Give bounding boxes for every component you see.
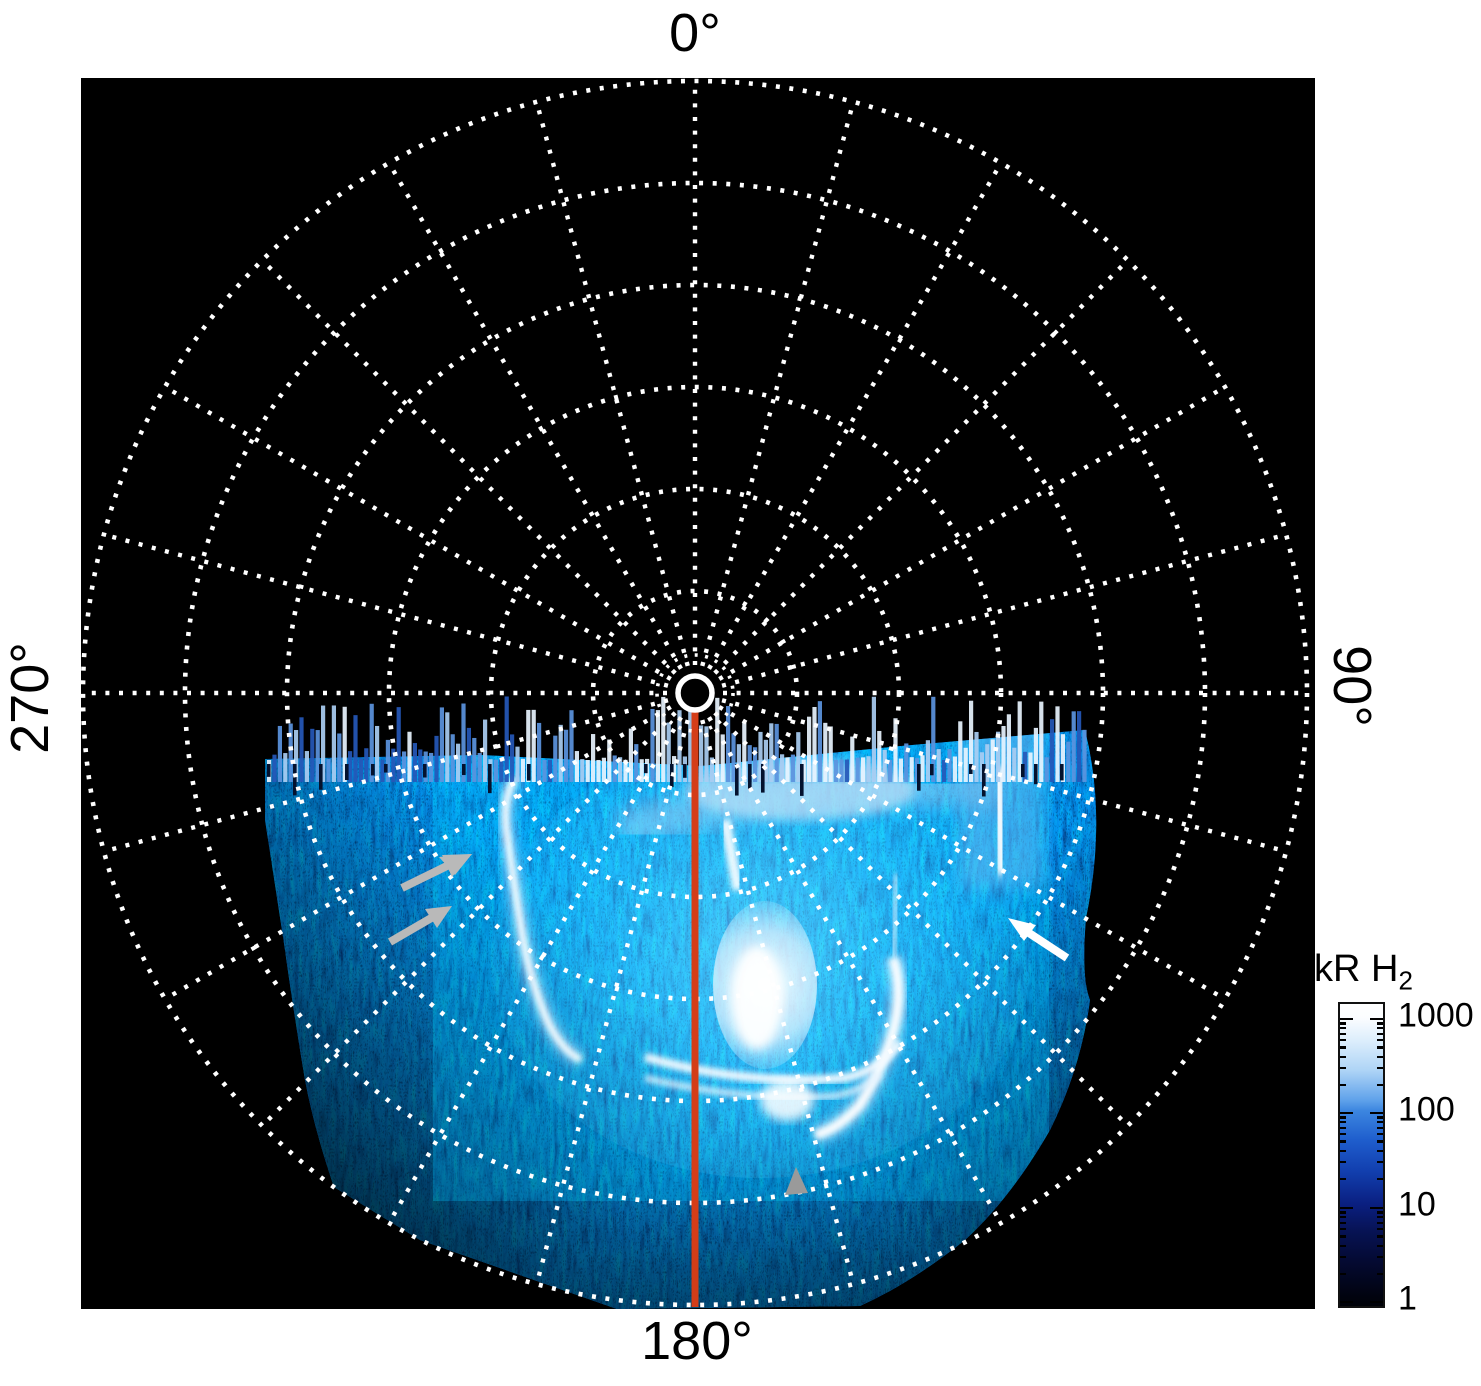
colorbar-tick-mark xyxy=(1377,1046,1383,1049)
colorbar-tick-mark xyxy=(1377,1055,1383,1058)
colorbar-tick-mark xyxy=(1340,1272,1346,1276)
colorbar-tick-10: 10 xyxy=(1398,1185,1436,1224)
colorbar-tick-mark xyxy=(1340,1046,1346,1049)
colorbar-tick-mark xyxy=(1340,1083,1346,1087)
colorbar-tick-mark xyxy=(1377,1244,1383,1247)
pole-marker xyxy=(655,653,735,733)
colorbar-tick-mark xyxy=(1340,1161,1346,1164)
colorbar-tick-mark xyxy=(1377,1083,1383,1087)
colorbar-tick-mark xyxy=(1340,1121,1346,1124)
colorbar-tick-mark xyxy=(1377,1221,1383,1224)
colorbar-tick-mark xyxy=(1340,1149,1346,1152)
colorbar-tick-mark xyxy=(1377,1032,1383,1035)
colorbar-tick-mark xyxy=(1377,1256,1383,1259)
colorbar-tick-mark xyxy=(1340,1018,1353,1021)
colorbar-tick-mark xyxy=(1340,1235,1346,1238)
colorbar-tick-1000: 1000 xyxy=(1398,996,1474,1035)
gray-arrow-upper xyxy=(400,854,472,892)
colorbar-tick-mark xyxy=(1377,1227,1383,1231)
colorbar-title: kR H2 xyxy=(1314,948,1413,997)
aurora-emission xyxy=(265,696,1097,1309)
colorbar-tick-mark xyxy=(1340,1055,1346,1058)
colorbar-tick-mark xyxy=(1377,1216,1383,1219)
colorbar-tick-mark xyxy=(1377,1149,1383,1152)
colorbar-tick-mark xyxy=(1340,1227,1346,1231)
colorbar-tick-mark xyxy=(1340,1067,1346,1070)
colorbar-tick-mark xyxy=(1340,1022,1346,1025)
angle-label-180: 180° xyxy=(641,1311,753,1371)
angle-label-0: 0° xyxy=(669,3,721,63)
colorbar-tick-mark xyxy=(1377,1140,1383,1143)
colorbar-tick-mark xyxy=(1340,1027,1346,1030)
colorbar-tick-mark xyxy=(1377,1161,1383,1164)
colorbar-tick-mark xyxy=(1377,1211,1383,1214)
colorbar-tick-100: 100 xyxy=(1398,1090,1455,1129)
colorbar-tick-mark xyxy=(1340,1211,1346,1214)
colorbar-tick-mark xyxy=(1340,1216,1346,1219)
colorbar-title-subscript: 2 xyxy=(1398,965,1413,996)
colorbar-tick-mark xyxy=(1377,1027,1383,1030)
colorbar-tick-mark xyxy=(1377,1067,1383,1070)
colorbar-tick-mark xyxy=(1340,1116,1346,1119)
colorbar-tick-mark xyxy=(1340,1140,1346,1143)
annotation-arrows xyxy=(387,854,1070,1195)
colorbar-tick-1: 1 xyxy=(1398,1279,1417,1318)
colorbar-tick-mark xyxy=(1340,1301,1353,1304)
colorbar-tick-mark xyxy=(1340,1032,1346,1035)
colorbar-tick-mark xyxy=(1377,1272,1383,1276)
polar-plot-area xyxy=(80,78,1315,1309)
colorbar-tick-mark xyxy=(1340,1126,1346,1129)
white-arrow xyxy=(1008,918,1070,962)
gray-arrow-lower xyxy=(387,906,452,946)
colorbar-tick-mark xyxy=(1340,1177,1346,1181)
colorbar-tick-mark xyxy=(1340,1038,1346,1042)
angle-label-90: 90° xyxy=(1322,645,1382,727)
colorbar-tick-mark xyxy=(1370,1301,1383,1304)
colorbar-tick-mark xyxy=(1370,1112,1383,1115)
colorbar-tick-mark xyxy=(1377,1126,1383,1129)
colorbar-tick-mark xyxy=(1340,1112,1353,1115)
colorbar-tick-mark xyxy=(1340,1221,1346,1224)
colorbar xyxy=(1338,1002,1385,1308)
gray-triangle-pointer xyxy=(785,1167,808,1195)
colorbar-tick-mark xyxy=(1370,1018,1383,1021)
colorbar-tick-mark xyxy=(1377,1022,1383,1025)
colorbar-tick-mark xyxy=(1377,1235,1383,1238)
colorbar-tick-mark xyxy=(1340,1207,1353,1210)
colorbar-tick-mark xyxy=(1340,1244,1346,1247)
aurora-polar-map xyxy=(80,78,1315,1309)
colorbar-tick-mark xyxy=(1340,1256,1346,1259)
colorbar-tick-mark xyxy=(1377,1038,1383,1042)
colorbar-tick-mark xyxy=(1377,1121,1383,1124)
colorbar-tick-mark xyxy=(1377,1177,1383,1181)
colorbar-tick-mark xyxy=(1377,1132,1383,1136)
colorbar-tick-mark xyxy=(1377,1116,1383,1119)
colorbar-tick-mark xyxy=(1340,1132,1346,1136)
colorbar-tick-mark xyxy=(1370,1207,1383,1210)
colorbar-title-text: kR H xyxy=(1314,948,1399,990)
angle-label-270: 270° xyxy=(0,642,60,754)
